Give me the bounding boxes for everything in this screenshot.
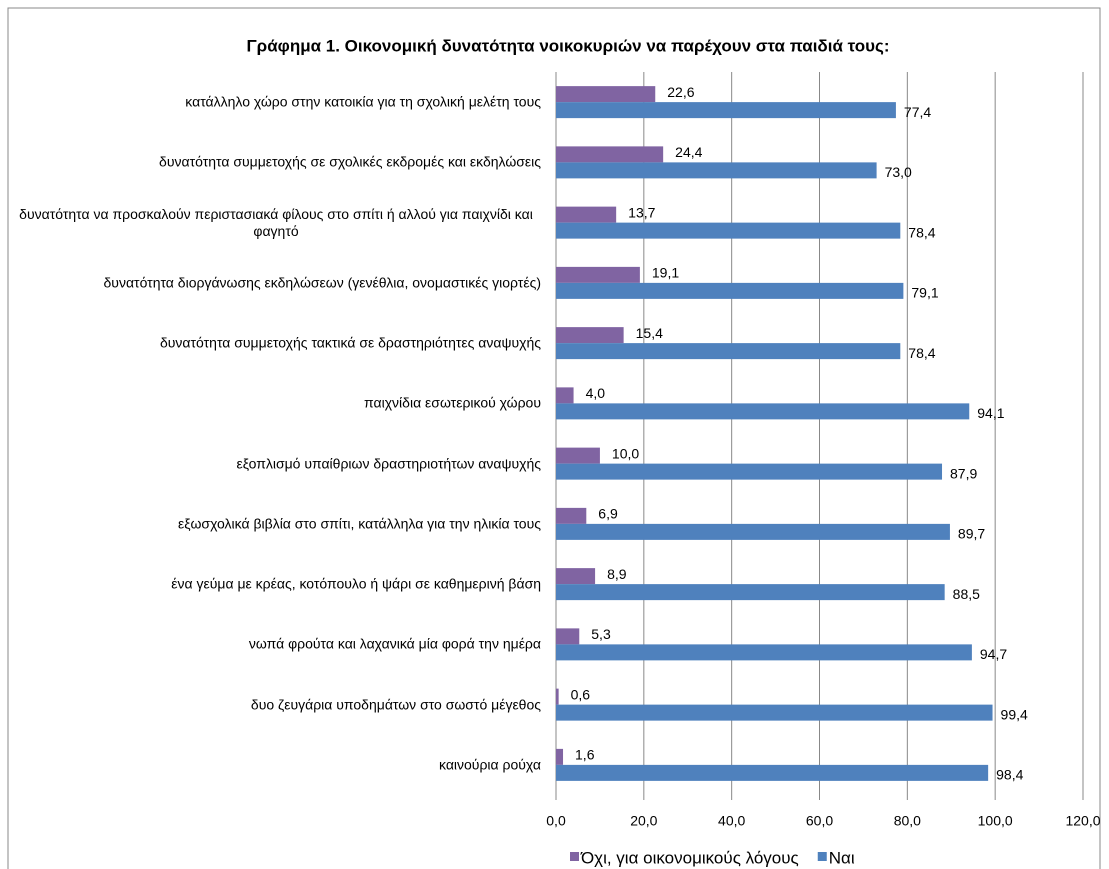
bar (556, 162, 877, 179)
value-label: 99,4 (1001, 706, 1028, 722)
y-tick-label: παιχνίδια εσωτερικού χώρου (1, 395, 541, 412)
value-label: 77,4 (904, 104, 931, 120)
category-text: δυνατότητα να προσκαλούν περιστασιακά φί… (19, 205, 533, 239)
value-label: 78,4 (908, 345, 935, 361)
bar (556, 343, 901, 360)
x-tick-label: 100,0 (978, 813, 1013, 829)
value-label: 19,1 (652, 265, 679, 281)
bar (556, 764, 989, 781)
value-label: 6,9 (598, 506, 618, 522)
x-tick-label: 60,0 (806, 813, 833, 829)
value-label: 22,6 (667, 84, 694, 100)
chart-title: Γράφημα 1. Οικονομική δυνατότητα νοικοκυ… (246, 36, 889, 55)
legend-swatch (817, 852, 827, 861)
bar (556, 628, 580, 645)
value-label: 73,0 (885, 164, 912, 180)
category-text: δυνατότητα διοργάνωσης εκδηλώσεων (γενέθ… (103, 274, 542, 291)
bar (556, 507, 587, 524)
value-label: 4,0 (586, 385, 606, 401)
bar (556, 282, 904, 299)
category-text: δυνατότητα συμμετοχής σε σχολικές εκδρομ… (159, 153, 541, 170)
bar (556, 688, 559, 705)
value-label: 88,5 (953, 586, 980, 602)
y-tick-label: εξωσχολικά βιβλία στο σπίτι, κατάλληλα γ… (1, 515, 541, 532)
value-label: 98,4 (996, 767, 1023, 783)
category-text: δυο ζευγάρια υποδημάτων στο σωστό μέγεθο… (250, 696, 541, 713)
bar (556, 568, 596, 585)
category-text: ένα γεύμα με κρέας, κοτόπουλο ή ψάρι σε … (171, 575, 541, 592)
x-tick-label: 0,0 (546, 813, 566, 829)
value-label: 78,4 (908, 224, 935, 240)
value-label: 0,6 (571, 686, 591, 702)
x-tick-label: 120,0 (1065, 813, 1100, 829)
value-label: 5,3 (591, 626, 611, 642)
value-label: 79,1 (911, 285, 938, 301)
bar (556, 403, 970, 420)
bar (556, 86, 656, 103)
x-tick-label: 40,0 (718, 813, 745, 829)
category-text: νωπά φρούτα και λαχανικά μία φορά την ημ… (248, 635, 541, 652)
y-tick-label: κατάλληλο χώρο στην κατοικία για τη σχολ… (1, 94, 541, 111)
value-label: 87,9 (950, 465, 977, 481)
category-text: δυνατότητα συμμετοχής τακτικά σε δραστηρ… (159, 334, 541, 351)
bar (556, 584, 945, 601)
y-tick-label: καινούρια ρούχα (1, 756, 541, 773)
legend-label: Όχι, για οικονομικούς λόγους (580, 848, 799, 867)
value-label: 94,1 (977, 405, 1004, 421)
value-label: 10,0 (612, 445, 639, 461)
value-label: 1,6 (575, 747, 595, 763)
category-text: εξοπλισμό υπαίθριων δραστηριοτήτων αναψυ… (236, 455, 541, 472)
y-tick-label: δυο ζευγάρια υποδημάτων στο σωστό μέγεθο… (1, 696, 541, 713)
bar (556, 146, 664, 163)
bar (556, 523, 950, 540)
bar (556, 206, 617, 223)
y-tick-label: εξοπλισμό υπαίθριων δραστηριοτήτων αναψυ… (1, 455, 541, 472)
chart-frame (7, 7, 1101, 869)
value-label: 8,9 (607, 566, 627, 582)
bar (556, 748, 564, 765)
y-tick-label: ένα γεύμα με κρέας, κοτόπουλο ή ψάρι σε … (1, 576, 541, 593)
bar (556, 463, 943, 480)
legend-label: Ναι (829, 848, 855, 867)
bar (556, 102, 896, 119)
bar (556, 222, 901, 239)
value-label: 15,4 (636, 325, 663, 341)
category-text: εξωσχολικά βιβλία στο σπίτι, κατάλληλα γ… (177, 515, 541, 532)
y-tick-label: νωπά φρούτα και λαχανικά μία φορά την ημ… (1, 636, 541, 653)
x-tick-label: 80,0 (894, 813, 921, 829)
bar (556, 266, 640, 283)
bar (556, 387, 574, 404)
legend-swatch (570, 852, 579, 861)
bar (556, 644, 972, 661)
value-label: 94,7 (980, 646, 1007, 662)
bar (556, 447, 600, 464)
bar (556, 327, 624, 344)
y-tick-label: δυνατότητα συμμετοχής σε σχολικές εκδρομ… (1, 154, 541, 171)
category-text: παιχνίδια εσωτερικού χώρου (364, 394, 541, 411)
y-tick-label: δυνατότητα να προσκαλούν περιστασιακά φί… (1, 206, 541, 240)
x-tick-label: 20,0 (630, 813, 657, 829)
y-tick-label: δυνατότητα διοργάνωσης εκδηλώσεων (γενέθ… (1, 274, 542, 291)
bar (556, 704, 993, 721)
value-label: 89,7 (958, 526, 985, 542)
value-label: 13,7 (628, 204, 655, 220)
value-label: 24,4 (675, 144, 702, 160)
category-text: κατάλληλο χώρο στην κατοικία για τη σχολ… (185, 93, 541, 110)
y-tick-label: δυνατότητα συμμετοχής τακτικά σε δραστηρ… (1, 335, 541, 352)
category-text: καινούρια ρούχα (438, 756, 541, 773)
